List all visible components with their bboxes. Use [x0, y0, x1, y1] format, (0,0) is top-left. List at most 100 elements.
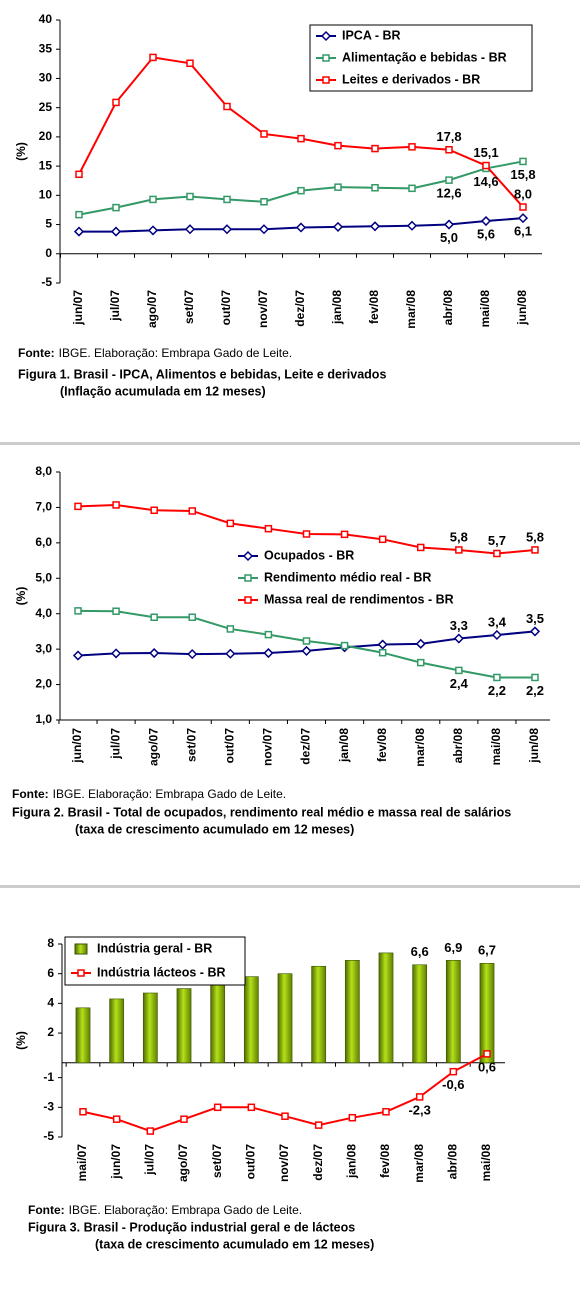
value-label: 3,4 — [488, 614, 507, 629]
point — [146, 1127, 155, 1135]
value-label: 2,4 — [450, 676, 469, 691]
y-tick-label: 30 — [39, 71, 53, 85]
x-tick-label: out/07 — [223, 728, 237, 764]
bar — [311, 965, 327, 1064]
bar — [479, 962, 495, 1064]
y-tick-label: 7,0 — [35, 500, 52, 514]
caption-subtitle: (taxa de crescimento acumulado em 12 mes… — [95, 1237, 374, 1251]
legend-label: Indústria lácteos - BR — [97, 965, 226, 979]
legend-label: Alimentação e bebidas - BR — [342, 50, 507, 64]
point — [334, 183, 342, 191]
source: IBGE. Elaboração: Embrapa Gado de Leite. — [59, 346, 292, 360]
x-tick-label: ago/07 — [176, 1144, 190, 1182]
y-tick-label: 25 — [39, 100, 53, 114]
x-tick-label: ago/07 — [146, 728, 160, 766]
point — [184, 224, 196, 235]
point — [382, 1108, 390, 1116]
value-label: 5,8 — [526, 529, 544, 544]
point — [491, 629, 502, 641]
x-tick-label: nov/07 — [261, 728, 275, 766]
y-tick-label: 4 — [47, 996, 54, 1010]
y-axis-label: (%) — [14, 142, 28, 161]
point — [150, 506, 158, 515]
value-label: 2,2 — [488, 683, 506, 698]
point — [223, 102, 231, 111]
caption-title: Figura 3. Brasil - Produção industrial g… — [28, 1220, 355, 1234]
x-tick-label: jun/07 — [109, 1144, 123, 1180]
value-label: 15,8 — [510, 167, 535, 182]
point — [264, 630, 273, 639]
x-tick-label: jul/07 — [108, 728, 122, 760]
point — [149, 53, 157, 62]
legend-marker — [77, 969, 85, 977]
value-label: 3,5 — [526, 611, 544, 626]
y-tick-label: -5 — [43, 1129, 54, 1143]
x-tick-label: mar/08 — [413, 728, 427, 767]
legend-box — [64, 936, 246, 986]
point — [72, 650, 84, 661]
source-label: Fonte: — [12, 787, 49, 801]
point — [258, 224, 270, 235]
point — [493, 673, 501, 682]
x-tick-label: out/07 — [244, 1144, 258, 1180]
legend-box — [309, 24, 533, 92]
x-tick-label: abr/08 — [451, 728, 465, 764]
x-tick-label: mar/08 — [412, 1144, 426, 1183]
point — [301, 645, 312, 656]
point — [519, 157, 527, 166]
caption-subtitle: (Inflação acumulada em 12 meses) — [60, 384, 266, 398]
x-tick-label: mar/08 — [404, 290, 418, 329]
point — [443, 219, 455, 230]
point — [415, 638, 426, 649]
value-label: 15,1 — [473, 145, 498, 160]
legend-label: Ocupados - BR — [264, 548, 354, 562]
value-label: 3,3 — [450, 618, 468, 633]
point — [531, 546, 539, 554]
x-tick-label: jan/08 — [330, 290, 344, 325]
bar — [176, 988, 192, 1064]
point — [110, 226, 122, 237]
value-label: 6,1 — [514, 224, 532, 239]
y-axis-label: (%) — [14, 1031, 28, 1050]
x-tick-label: fev/08 — [375, 728, 389, 762]
separator — [0, 885, 580, 888]
caption-subtitle: (taxa de crescimento acumulado em 12 mes… — [75, 822, 354, 836]
x-tick-label: abr/08 — [441, 290, 455, 326]
point — [302, 530, 311, 538]
point — [75, 170, 83, 179]
value-label: 5,7 — [488, 533, 506, 548]
point — [529, 626, 541, 637]
x-tick-label: mai/08 — [479, 1144, 493, 1182]
point — [445, 145, 453, 154]
point — [226, 625, 235, 633]
point — [75, 210, 83, 219]
point — [187, 649, 198, 660]
point — [223, 195, 231, 204]
x-tick-label: jun/08 — [527, 728, 541, 764]
legend-label: IPCA - BR — [342, 28, 401, 42]
point — [79, 1108, 87, 1116]
bar — [378, 952, 394, 1064]
y-tick-label: 0 — [45, 246, 52, 260]
point — [260, 130, 268, 138]
bar — [445, 960, 461, 1064]
y-tick-label: 2 — [47, 1025, 54, 1039]
value-label: 5,0 — [440, 230, 458, 245]
point — [371, 183, 379, 192]
point — [493, 549, 501, 558]
source-label: Fonte: — [18, 346, 55, 360]
point — [340, 530, 349, 539]
y-tick-label: 35 — [39, 41, 53, 55]
bar — [344, 960, 360, 1064]
x-tick-label: set/07 — [184, 728, 198, 762]
legend-marker — [244, 574, 252, 582]
legend-label: Rendimento médio real - BR — [264, 570, 431, 584]
y-tick-label: 5,0 — [35, 570, 52, 584]
point — [112, 203, 120, 212]
point — [408, 143, 416, 151]
point — [406, 220, 418, 231]
x-tick-label: set/07 — [182, 290, 196, 324]
x-tick-label: dez/07 — [299, 728, 313, 765]
point — [247, 1103, 256, 1112]
x-tick-label: dez/07 — [293, 290, 307, 327]
